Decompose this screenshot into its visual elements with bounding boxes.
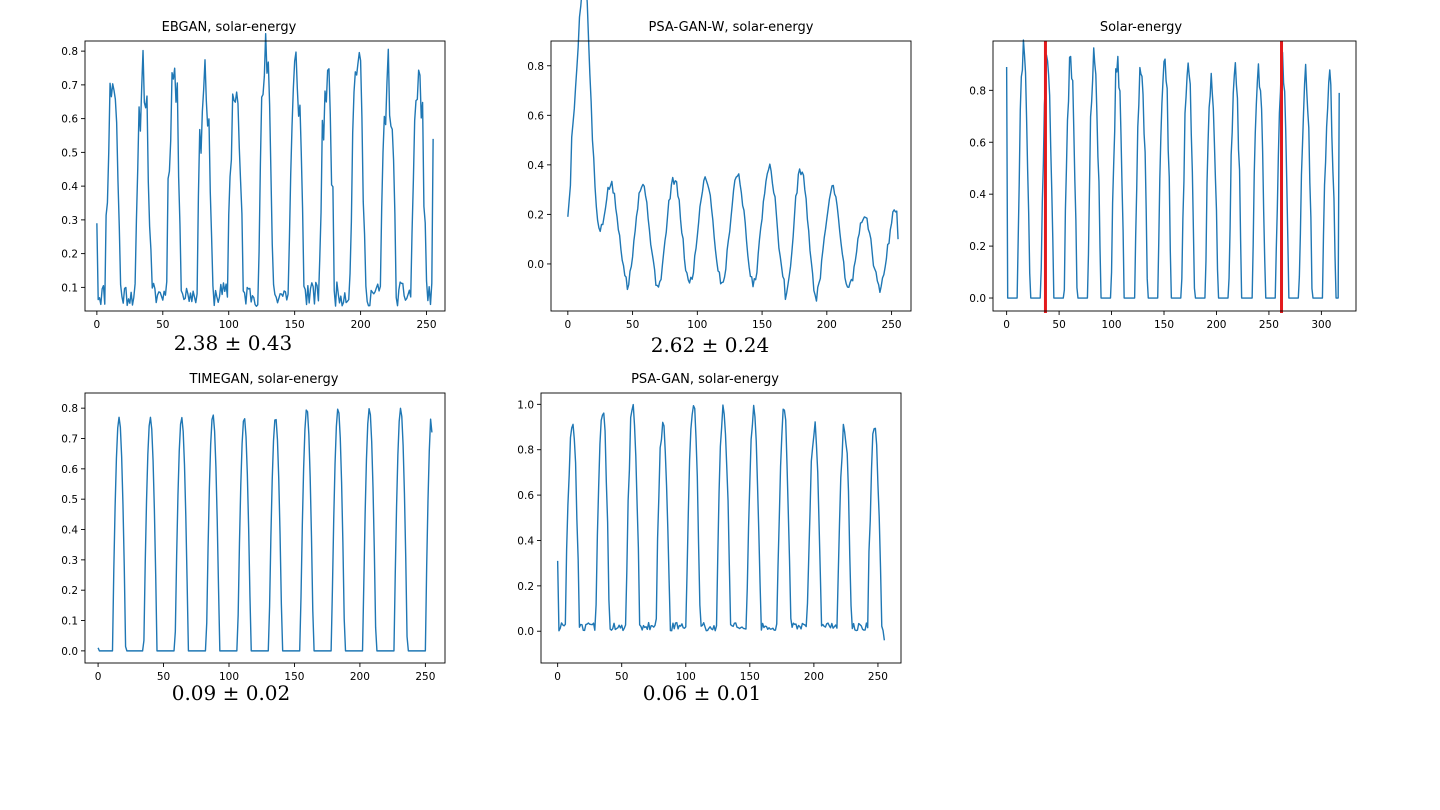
x-tick-label: 150	[284, 671, 304, 683]
panel-ebgan: EBGAN, solar-energy 2.38 ± 0.43 0 50 100 15…	[61, 20, 446, 355]
x-tick-label: 0	[95, 671, 102, 683]
x-tick-label: 100	[219, 671, 239, 683]
y-tick-label: 0.3	[61, 555, 78, 567]
y-tick-label: 0.0	[969, 293, 986, 305]
x-tick-label: 50	[157, 671, 170, 683]
axes-frame	[992, 40, 1357, 312]
panel-psagan: PSA-GAN, solar-energy 0.06 ± 0.01 0 50 100…	[517, 372, 902, 705]
y-tick-label: 0.5	[61, 147, 78, 159]
x-tick-label: 50	[1052, 319, 1065, 331]
y-tick-label: 0.5	[61, 494, 78, 506]
series-line	[567, 0, 899, 302]
panel-title: EBGAN, solar-energy	[162, 20, 297, 35]
x-tick-label: 150	[1154, 319, 1174, 331]
x-tick-label: 0	[554, 671, 561, 683]
y-tick-label: 0.2	[969, 241, 986, 253]
y-tick-label: 0.2	[61, 585, 78, 597]
series-line	[96, 32, 434, 307]
x-tick-label: 200	[817, 319, 837, 331]
series-line	[1005, 39, 1340, 299]
y-tick-label: 0.4	[61, 181, 78, 193]
axes-frame	[84, 392, 446, 664]
y-tick-label: 0.8	[517, 445, 534, 457]
panel-psagan-w: PSA-GAN-W, solar-energy 2.62 ± 0.24 0 50 1…	[527, 0, 912, 357]
x-tick-label: 250	[868, 671, 888, 683]
y-tick-label: 0.2	[61, 249, 78, 261]
y-tick-label: 0.1	[61, 282, 78, 294]
x-tick-label: 200	[351, 319, 371, 331]
y-tick-label: 0.2	[517, 581, 534, 593]
y-tick-label: 0.8	[61, 403, 78, 415]
x-tick-label: 100	[676, 671, 696, 683]
panel-title: TIMEGAN, solar-energy	[189, 372, 339, 387]
x-tick-label: 150	[752, 319, 772, 331]
axes-frame	[84, 40, 446, 312]
y-tick-label: 0.4	[527, 160, 544, 172]
y-tick-label: 0.0	[527, 259, 544, 271]
score-label: 2.38 ± 0.43	[174, 331, 293, 355]
x-tick-label: 50	[615, 671, 628, 683]
x-tick-label: 200	[804, 671, 824, 683]
x-tick-label: 50	[626, 319, 639, 331]
x-tick-label: 150	[285, 319, 305, 331]
y-tick-label: 0.7	[61, 434, 78, 446]
series-line	[556, 403, 886, 641]
axes-frame	[540, 392, 902, 664]
x-tick-label: 150	[740, 671, 760, 683]
panel-timegan: TIMEGAN, solar-energy 0.09 ± 0.02 0 50 100…	[61, 372, 446, 705]
y-tick-label: 0.6	[61, 114, 78, 126]
y-tick-label: 0.6	[527, 110, 544, 122]
x-tick-label: 200	[1206, 319, 1226, 331]
x-tick-label: 250	[417, 319, 437, 331]
x-tick-label: 200	[350, 671, 370, 683]
x-tick-label: 300	[1311, 319, 1331, 331]
x-tick-label: 100	[687, 319, 707, 331]
y-tick-label: 0.6	[61, 464, 78, 476]
y-tick-label: 0.7	[61, 80, 78, 92]
panel-title: PSA-GAN-W, solar-energy	[649, 20, 814, 35]
x-tick-label: 0	[1003, 319, 1010, 331]
series-line	[97, 407, 433, 652]
y-tick-label: 0.3	[61, 215, 78, 227]
x-tick-label: 100	[219, 319, 239, 331]
panel-solar-energy: Solar-energy 0 50 100 150 200 250 300 0.0 0.2 0.4…	[969, 20, 1357, 331]
panel-title: PSA-GAN, solar-energy	[631, 372, 779, 387]
y-tick-label: 0.0	[517, 626, 534, 638]
x-tick-label: 250	[882, 319, 902, 331]
y-tick-label: 1.0	[517, 399, 534, 411]
y-tick-label: 0.8	[61, 46, 78, 58]
y-tick-label: 0.8	[969, 85, 986, 97]
y-tick-label: 0.8	[527, 61, 544, 73]
x-tick-label: 50	[156, 319, 169, 331]
score-label: 0.09 ± 0.02	[172, 681, 291, 705]
y-tick-label: 0.6	[517, 490, 534, 502]
y-tick-label: 0.4	[517, 535, 534, 547]
y-tick-label: 0.4	[61, 525, 78, 537]
x-tick-label: 0	[564, 319, 571, 331]
y-tick-label: 0.0	[61, 646, 78, 658]
y-tick-label: 0.2	[527, 209, 544, 221]
score-label: 2.62 ± 0.24	[651, 333, 770, 357]
y-tick-label: 0.1	[61, 616, 78, 628]
score-label: 0.06 ± 0.01	[643, 681, 762, 705]
x-tick-label: 250	[415, 671, 435, 683]
x-tick-label: 100	[1102, 319, 1122, 331]
axes-frame	[550, 40, 912, 312]
x-tick-label: 250	[1259, 319, 1279, 331]
x-tick-label: 0	[94, 319, 101, 331]
y-tick-label: 0.4	[969, 189, 986, 201]
y-tick-label: 0.6	[969, 137, 986, 149]
panel-title: Solar-energy	[1100, 20, 1183, 35]
